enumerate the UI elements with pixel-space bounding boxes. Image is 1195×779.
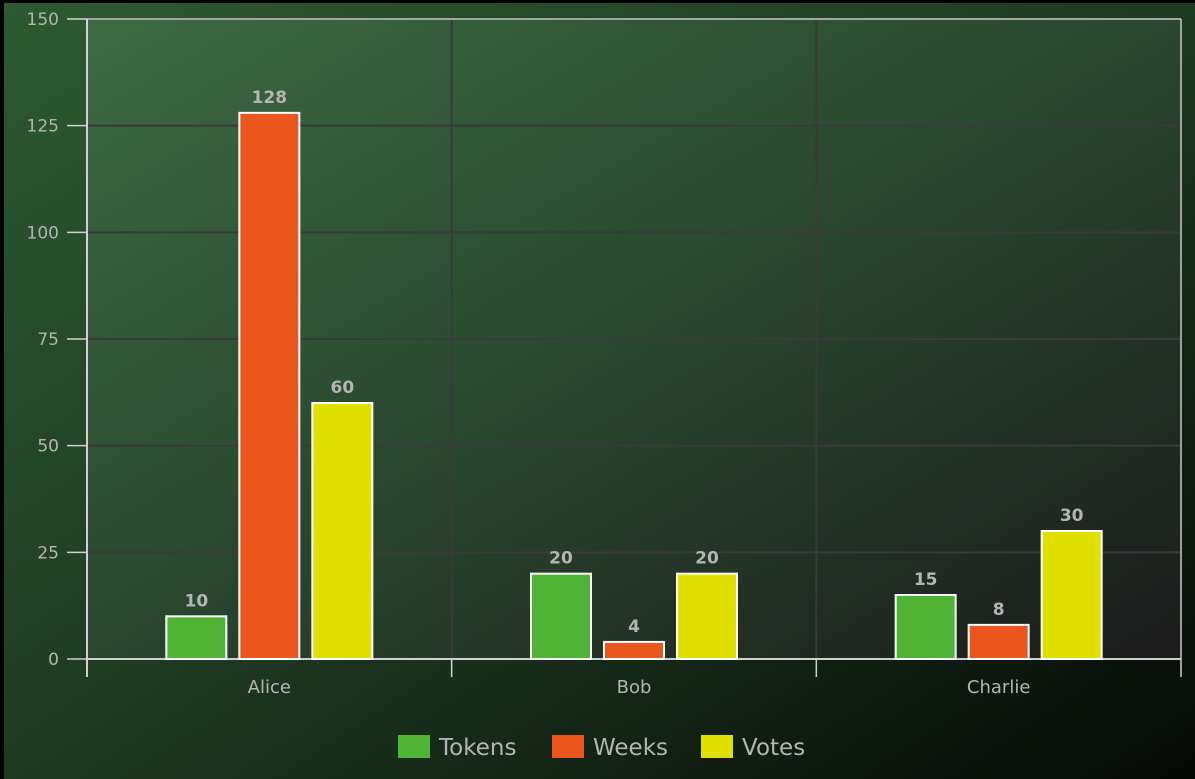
data-label: 20: [549, 549, 573, 569]
bar[interactable]: [311, 402, 374, 660]
x-axis-tick-labels: Alice Bob Charlie: [248, 677, 1031, 698]
legend-item[interactable]: Tokens: [398, 735, 516, 761]
bar[interactable]: [238, 111, 301, 661]
legend[interactable]: Tokens Weeks Votes: [398, 735, 805, 761]
legend-label: Votes: [742, 735, 805, 761]
bar[interactable]: [894, 594, 957, 660]
data-label: 60: [330, 378, 354, 398]
y-axis-tick-labels: 0 25 50 75 100 125 150: [27, 10, 59, 670]
bar[interactable]: [530, 572, 592, 661]
y-tick-label: 100: [27, 223, 59, 243]
y-tick-label: 125: [27, 117, 59, 137]
data-label: 30: [1060, 506, 1084, 526]
data-label: 15: [914, 570, 938, 590]
x-tick-label: Charlie: [967, 677, 1030, 698]
data-label: 8: [993, 600, 1005, 620]
bar[interactable]: [1040, 530, 1103, 660]
bar[interactable]: [676, 572, 738, 661]
data-label: 128: [252, 88, 288, 108]
y-tick-label: 0: [48, 650, 59, 670]
data-label: 20: [695, 549, 719, 569]
bar[interactable]: [967, 623, 1030, 660]
y-tick-label: 25: [37, 543, 59, 563]
y-tick-label: 150: [27, 10, 59, 30]
legend-swatch: [701, 735, 733, 758]
y-tick-label: 50: [37, 437, 59, 457]
data-labels: 10 20 15 128 4 8 60 20 30: [184, 88, 1083, 637]
bars: [165, 111, 1103, 661]
legend-label: Weeks: [593, 735, 668, 761]
legend-swatch: [552, 735, 584, 758]
data-label: 10: [184, 591, 208, 611]
data-label: 4: [628, 617, 640, 637]
bar[interactable]: [165, 615, 228, 660]
legend-label: Tokens: [438, 735, 516, 761]
y-tick-label: 75: [37, 330, 59, 350]
legend-swatch: [398, 735, 430, 758]
legend-item[interactable]: Weeks: [552, 735, 668, 761]
legend-item[interactable]: Votes: [701, 735, 805, 761]
x-tick-label: Alice: [248, 677, 291, 698]
bar[interactable]: [603, 640, 665, 661]
x-tick-label: Bob: [617, 677, 652, 698]
